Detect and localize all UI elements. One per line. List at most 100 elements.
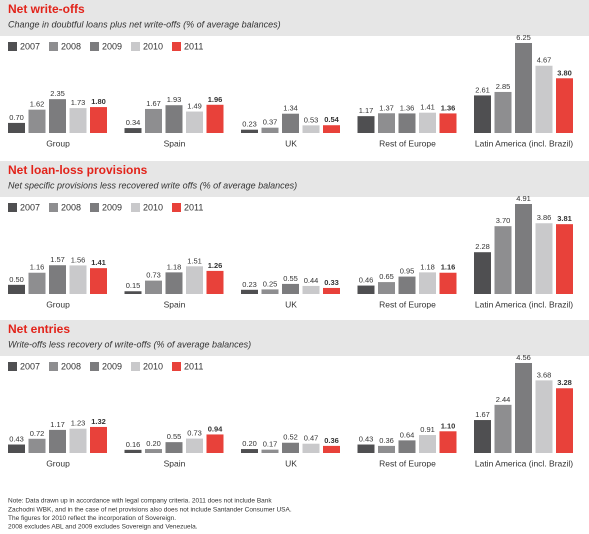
bar bbox=[186, 438, 203, 453]
bar bbox=[302, 285, 320, 294]
value-label: 1.18 bbox=[167, 262, 182, 271]
bar bbox=[165, 105, 183, 133]
bar bbox=[494, 226, 512, 294]
value-label: 1.26 bbox=[208, 261, 223, 270]
value-label: 0.33 bbox=[324, 278, 339, 287]
legend-swatch bbox=[49, 203, 58, 212]
bar bbox=[49, 99, 66, 133]
panel-subtitle: Change in doubtful loans plus net write-… bbox=[8, 19, 281, 29]
legend-label: 2008 bbox=[61, 361, 81, 371]
value-label: 0.54 bbox=[324, 115, 339, 124]
bar bbox=[8, 444, 25, 453]
bar bbox=[323, 125, 340, 133]
value-label: 0.34 bbox=[126, 118, 141, 127]
bar bbox=[261, 289, 279, 294]
legend-swatch bbox=[8, 42, 17, 51]
bar bbox=[357, 444, 375, 453]
value-label: 0.52 bbox=[283, 433, 298, 442]
value-label: 2.28 bbox=[475, 242, 490, 251]
category-label: Rest of Europe bbox=[379, 138, 436, 148]
bar bbox=[357, 116, 375, 133]
bar bbox=[323, 445, 340, 453]
value-label: 0.65 bbox=[379, 272, 394, 281]
bar bbox=[69, 108, 87, 133]
category-label: Rest of Europe bbox=[379, 458, 436, 468]
value-label: 1.56 bbox=[71, 255, 86, 264]
value-label: 1.57 bbox=[50, 255, 65, 264]
bar bbox=[535, 380, 553, 453]
value-label: 3.86 bbox=[537, 213, 552, 222]
legend-swatch bbox=[90, 362, 99, 371]
legend-label: 2011 bbox=[184, 41, 203, 51]
legend-swatch bbox=[90, 42, 99, 51]
bar bbox=[90, 426, 107, 453]
legend-swatch bbox=[131, 42, 140, 51]
value-label: 0.36 bbox=[379, 436, 394, 445]
value-label: 1.67 bbox=[475, 410, 490, 419]
legend-label: 2007 bbox=[20, 41, 40, 51]
bar bbox=[357, 285, 375, 294]
panel-title: Net write-offs bbox=[8, 2, 85, 16]
value-label: 3.80 bbox=[557, 68, 572, 77]
panel-title: Net entries bbox=[8, 322, 70, 336]
value-label: 0.15 bbox=[126, 281, 141, 290]
bar bbox=[49, 265, 66, 294]
legend-label: 2007 bbox=[20, 202, 40, 212]
bar bbox=[69, 265, 87, 294]
category-label: Group bbox=[46, 138, 70, 148]
value-label: 4.91 bbox=[516, 194, 531, 203]
bar bbox=[206, 270, 224, 294]
value-label: 1.67 bbox=[146, 99, 161, 108]
panel-header bbox=[0, 320, 589, 356]
bar bbox=[419, 272, 436, 294]
value-label: 0.23 bbox=[242, 280, 257, 289]
bar bbox=[474, 95, 491, 133]
legend-swatch bbox=[172, 203, 181, 212]
category-label: Group bbox=[46, 458, 70, 468]
value-label: 0.55 bbox=[283, 274, 298, 283]
value-label: 0.72 bbox=[30, 429, 45, 438]
bar bbox=[494, 404, 512, 453]
bar bbox=[494, 91, 512, 133]
bar bbox=[439, 272, 457, 294]
bar bbox=[165, 272, 183, 294]
value-label: 3.28 bbox=[557, 378, 572, 387]
bar bbox=[419, 435, 436, 453]
category-label: UK bbox=[285, 458, 297, 468]
bar bbox=[124, 128, 142, 133]
value-label: 1.23 bbox=[71, 419, 86, 428]
value-label: 0.64 bbox=[400, 430, 415, 439]
legend-swatch bbox=[90, 203, 99, 212]
value-label: 0.91 bbox=[420, 425, 435, 434]
bar bbox=[186, 111, 203, 133]
value-label: 0.16 bbox=[126, 440, 141, 449]
bar bbox=[282, 113, 299, 133]
bar bbox=[124, 291, 142, 294]
value-label: 1.41 bbox=[420, 103, 435, 112]
value-label: 3.81 bbox=[557, 214, 572, 223]
panel-subtitle: Write-offs less recovery of write-offs (… bbox=[8, 339, 251, 349]
bar bbox=[186, 266, 203, 294]
legend-label: 2011 bbox=[184, 361, 203, 371]
bar bbox=[474, 252, 491, 294]
value-label: 0.43 bbox=[359, 434, 374, 443]
bar bbox=[282, 283, 299, 294]
legend-label: 2010 bbox=[143, 361, 163, 371]
value-label: 1.17 bbox=[359, 106, 374, 115]
bar bbox=[206, 434, 224, 453]
bar bbox=[535, 65, 553, 133]
value-label: 1.10 bbox=[441, 421, 456, 430]
legend-swatch bbox=[8, 203, 17, 212]
bar bbox=[28, 109, 46, 133]
value-label: 2.85 bbox=[496, 82, 511, 91]
category-label: Latin America (incl. Brazil) bbox=[475, 299, 573, 309]
value-label: 0.70 bbox=[9, 113, 24, 122]
bar bbox=[515, 204, 532, 294]
legend-swatch bbox=[49, 42, 58, 51]
bar bbox=[145, 449, 162, 453]
legend-label: 2011 bbox=[184, 202, 203, 212]
bar bbox=[241, 129, 258, 133]
note-line: Zachodni WBK, and in the case of net pro… bbox=[8, 506, 292, 513]
note-line: The figures for 2010 reflect the incorpo… bbox=[8, 515, 176, 522]
value-label: 1.37 bbox=[379, 103, 394, 112]
